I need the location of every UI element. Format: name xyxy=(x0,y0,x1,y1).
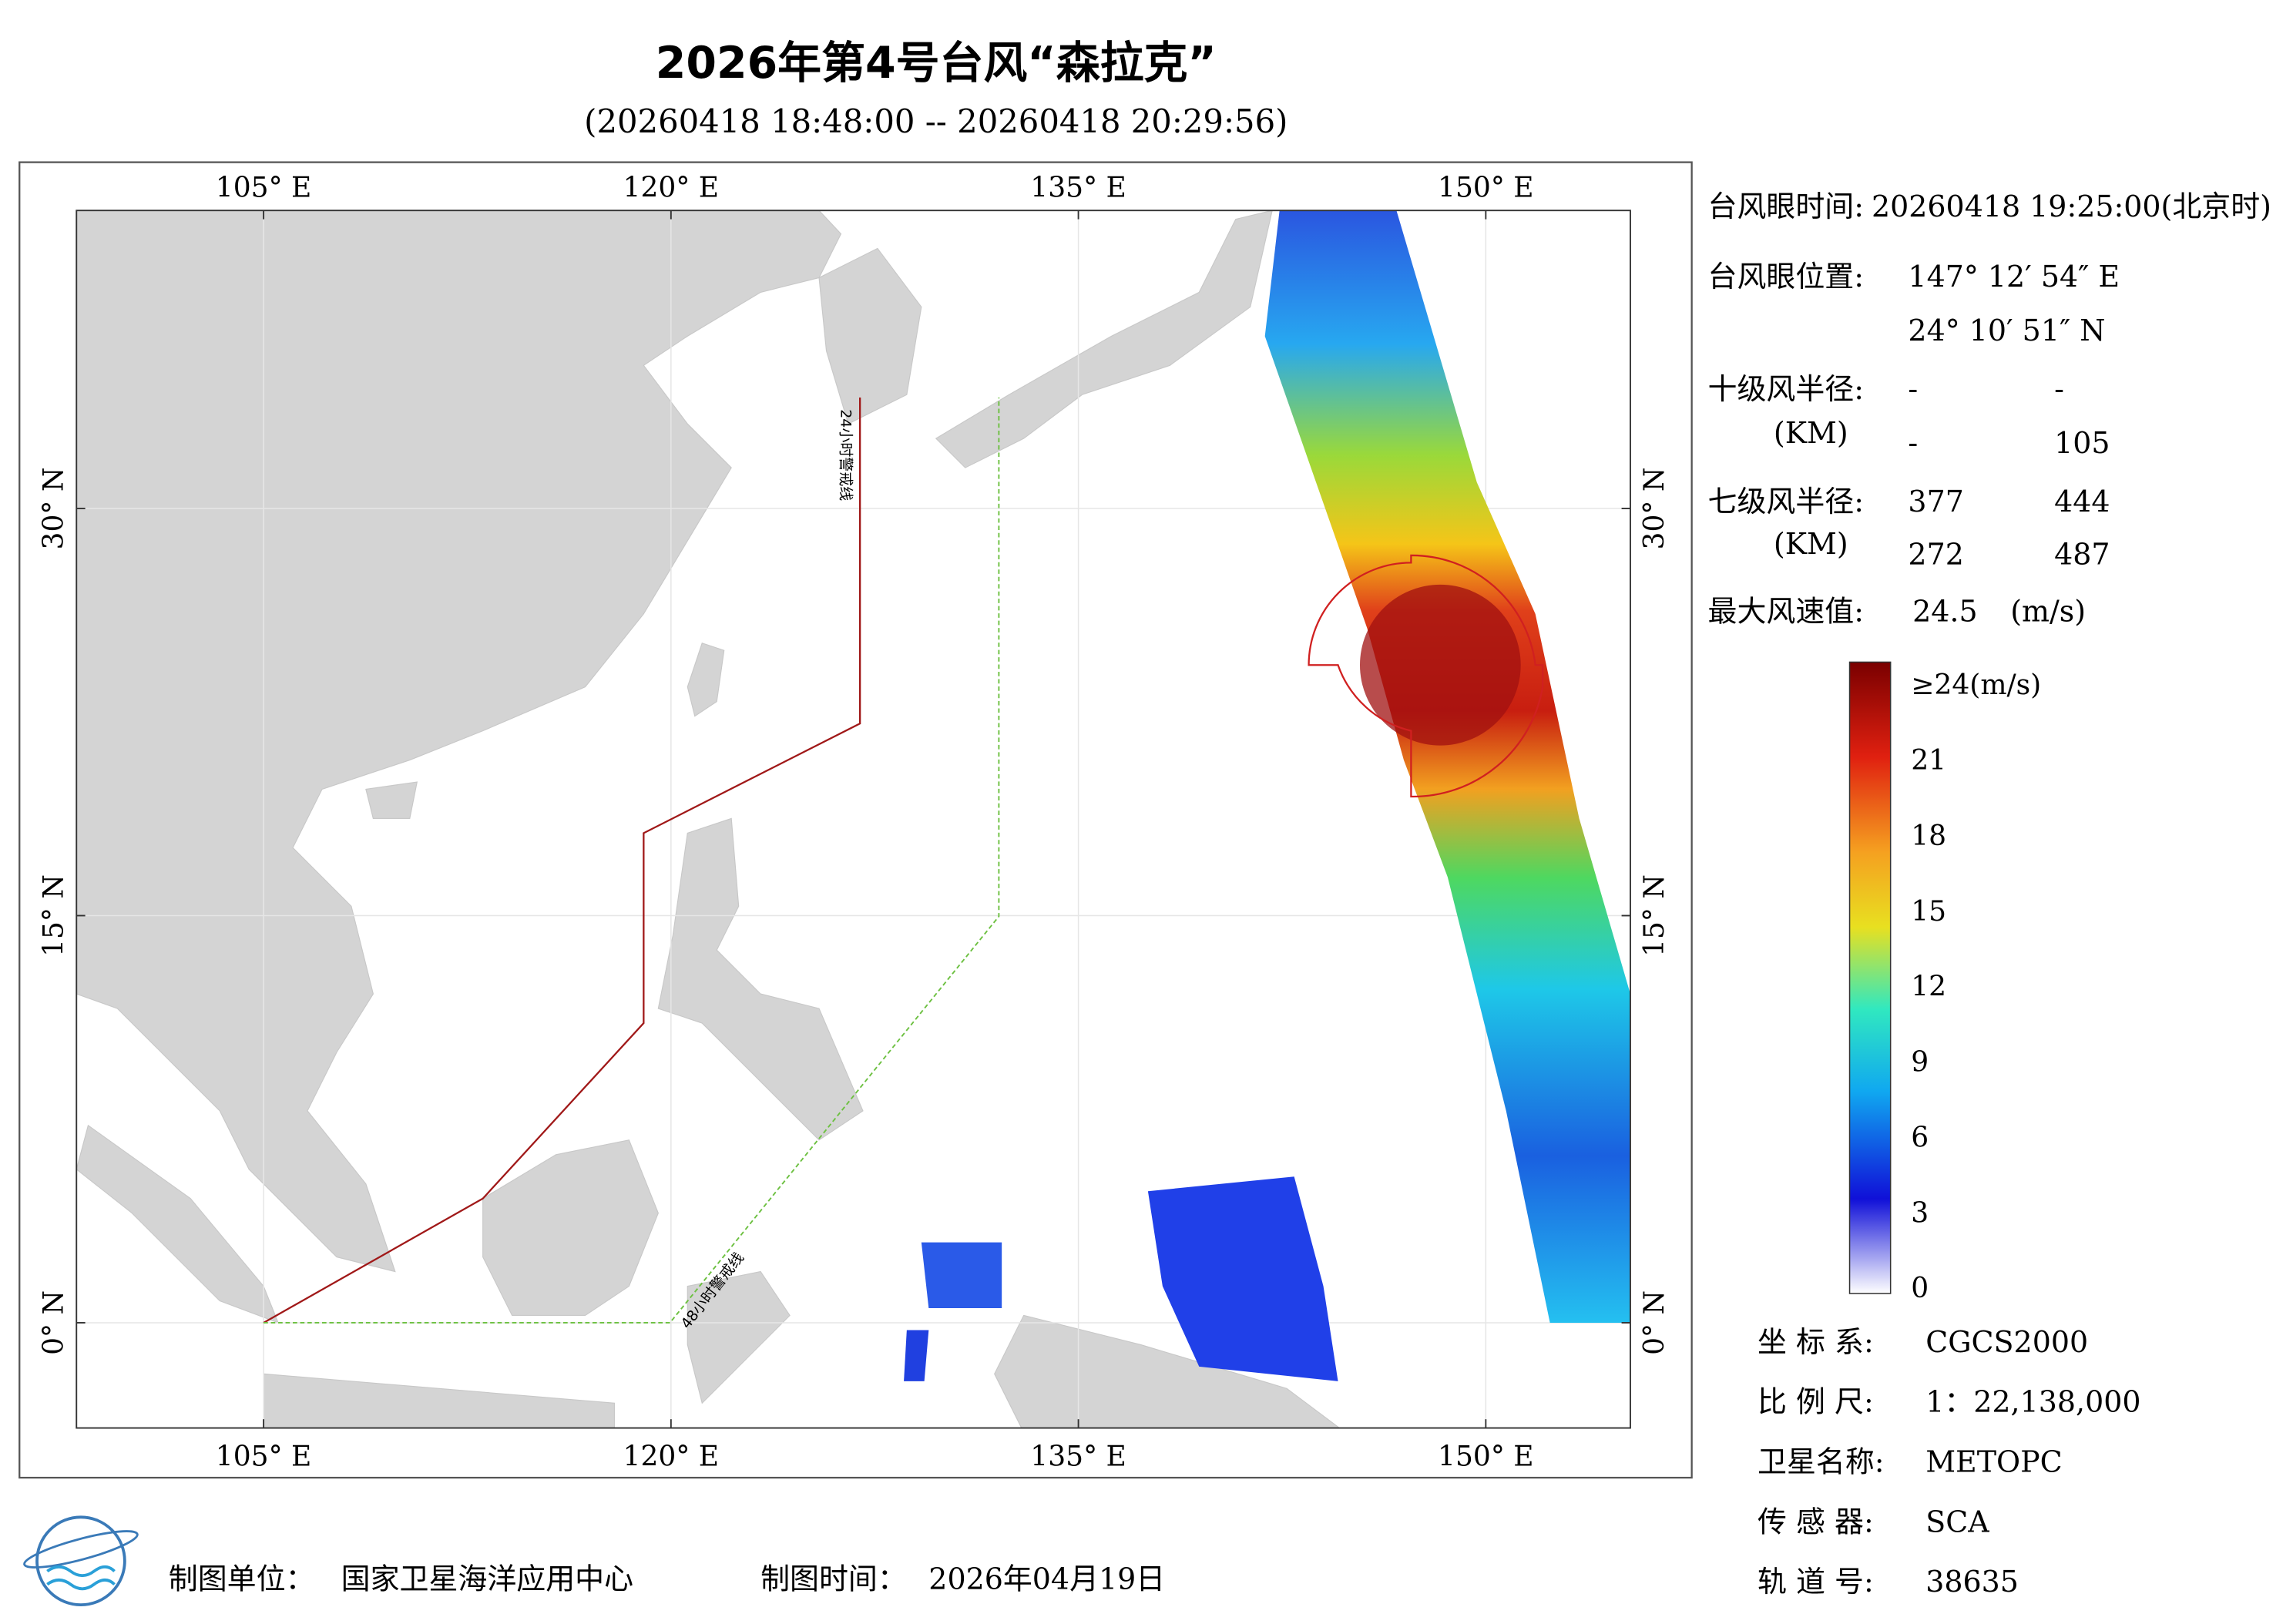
wind-patch xyxy=(904,1330,929,1381)
colorbar-label: ≥24(m/s) xyxy=(1911,669,2041,701)
footer: 制图单位： 国家卫星海洋应用中心 制图时间： 2026年04月19日 xyxy=(169,1562,1165,1595)
meta-label: 坐 标 系: xyxy=(1758,1325,1874,1359)
info-unit: (KM) xyxy=(1774,416,1848,450)
subtitle: (20260418 18:48:00 -- 20260418 20:29:56) xyxy=(584,102,1288,140)
warning-label: 24小时警戒线 xyxy=(838,409,854,501)
lon-label: 105° E xyxy=(216,173,312,204)
lat-label: 0° N xyxy=(39,1290,70,1355)
wind-radius xyxy=(1308,554,1544,798)
meta-label: 比 例 尺: xyxy=(1758,1385,1874,1419)
footer-label: 制图时间： xyxy=(760,1562,907,1595)
meta-label: 轨 道 号: xyxy=(1758,1565,1874,1599)
colorbar-label: 0 xyxy=(1911,1273,1929,1304)
info-value: - xyxy=(1908,426,1918,460)
info-label: 七级风半径: xyxy=(1708,485,1864,518)
info-label: 台风眼时间: xyxy=(1708,190,1864,223)
meta-value: METOPC xyxy=(1925,1444,2063,1478)
info-value: 24° 10′ 51″ N xyxy=(1908,314,2105,347)
info-label: 台风眼位置: xyxy=(1708,260,1864,294)
warning-line-48h xyxy=(264,398,1000,1324)
info-value: 147° 12′ 54″ E xyxy=(1908,260,2120,294)
info-value: 487 xyxy=(2054,537,2110,571)
info-unit: (m/s) xyxy=(2010,594,2086,628)
info-label: 最大风速值: xyxy=(1708,594,1864,628)
colorbar-label: 3 xyxy=(1911,1197,1929,1229)
footer-value: 国家卫星海洋应用中心 xyxy=(341,1562,633,1595)
meta-value: SCA xyxy=(1925,1505,1989,1538)
lon-label: 150° E xyxy=(1438,1441,1534,1472)
info-value: 20260418 19:25:00(北京时) xyxy=(1872,190,2271,223)
info-value: 272 xyxy=(1908,537,1963,571)
colorbar-label: 9 xyxy=(1911,1047,1929,1079)
info-value: 105 xyxy=(2054,426,2110,460)
footer-label: 制图单位： xyxy=(169,1562,315,1595)
info-value: 24.5 xyxy=(1912,594,1977,628)
lat-label: 30° N xyxy=(39,468,70,550)
lon-label: 120° E xyxy=(623,173,720,204)
lon-label: 135° E xyxy=(1030,1441,1126,1472)
logo xyxy=(23,1515,139,1607)
lon-label: 135° E xyxy=(1030,173,1126,204)
wind-patch xyxy=(1147,1176,1338,1381)
wind-core xyxy=(1359,584,1521,746)
meta-panel: 坐 标 系: CGCS2000 比 例 尺: 1：22,138,000 卫星名称: MET… xyxy=(1758,1325,2140,1599)
info-value: 444 xyxy=(2054,485,2110,518)
lat-label: 15° N xyxy=(39,874,70,957)
colorbar-label: 21 xyxy=(1911,745,1946,777)
meta-value: 38635 xyxy=(1925,1565,2019,1599)
map-border xyxy=(76,210,1631,1429)
meta-value: 1：22,138,000 xyxy=(1925,1385,2140,1419)
lat-label: 0° N xyxy=(1639,1290,1670,1355)
info-value: - xyxy=(2054,372,2064,406)
meta-label: 卫星名称: xyxy=(1758,1444,1885,1478)
lat-label: 15° N xyxy=(1639,874,1670,957)
lon-label: 120° E xyxy=(623,1441,720,1472)
wind-patch xyxy=(921,1242,1002,1308)
title: 2026年第4号台风“森拉克” xyxy=(656,38,1217,89)
wind-swath xyxy=(1264,210,1630,1323)
warning-line-24h xyxy=(263,398,861,1324)
map-area: 24小时警戒线 48小时警戒线 xyxy=(76,210,1630,1428)
info-value: - xyxy=(1908,372,1918,406)
colorbar-label: 12 xyxy=(1911,971,1946,1003)
colorbar-label: 6 xyxy=(1911,1122,1929,1153)
colorbar xyxy=(1848,661,1892,1294)
info-label: 十级风半径: xyxy=(1708,372,1864,406)
lat-label: 30° N xyxy=(1639,468,1670,550)
map-frame xyxy=(18,161,1693,1479)
lon-label: 150° E xyxy=(1438,173,1534,204)
meta-value: CGCS2000 xyxy=(1925,1325,2088,1359)
land xyxy=(76,210,1341,1428)
info-value: 377 xyxy=(1908,485,1963,518)
colorbar-ticks: ≥24(m/s) 21 18 15 12 9 6 3 0 xyxy=(1911,669,2041,1304)
axes: 105° E 105° E 120° E 120° E 135° E 135° E 150°… xyxy=(39,173,1670,1473)
info-unit: (KM) xyxy=(1774,527,1848,561)
info-panel: 台风眼时间: 20260418 19:25:00(北京时) 台风眼位置: 147… xyxy=(1708,190,2271,629)
lon-label: 105° E xyxy=(216,1441,312,1472)
meta-label: 传 感 器: xyxy=(1758,1505,1874,1538)
colorbar-label: 15 xyxy=(1911,896,1946,928)
colorbar-label: 18 xyxy=(1911,820,1946,852)
footer-value: 2026年04月19日 xyxy=(928,1562,1165,1595)
